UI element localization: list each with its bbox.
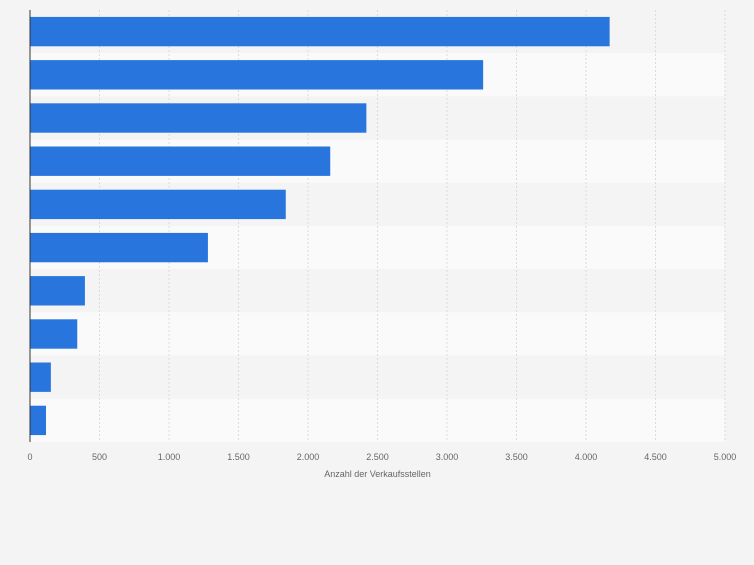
bar (30, 406, 46, 435)
x-tick-label: 5.000 (714, 452, 737, 462)
bar (30, 103, 366, 132)
bar (30, 233, 208, 262)
x-tick-label: 3.000 (436, 452, 459, 462)
chart-container: 0 500 1.000 1.500 2.000 2.500 3.000 3.500 4.000 4… (0, 0, 754, 560)
x-tick-label: 1.000 (158, 452, 181, 462)
bar (30, 276, 85, 305)
x-tick-label: 2.000 (297, 452, 320, 462)
x-tick-label: 1.500 (227, 452, 250, 462)
x-tick-label: 3.500 (505, 452, 528, 462)
bar (30, 60, 483, 89)
bar (30, 190, 286, 219)
x-axis-label: Anzahl der Verkaufsstellen (324, 469, 431, 479)
x-axis-ticks: 0 500 1.000 1.500 2.000 2.500 3.000 3.500 4.000 4… (27, 452, 736, 462)
bar (30, 363, 51, 392)
bar-chart: 0 500 1.000 1.500 2.000 2.500 3.000 3.500 4.000 4… (0, 0, 754, 560)
bar (30, 17, 610, 46)
x-tick-label: 2.500 (366, 452, 389, 462)
bar (30, 147, 330, 176)
x-tick-label: 4.500 (644, 452, 667, 462)
x-tick-label: 0 (27, 452, 32, 462)
x-tick-label: 4.000 (575, 452, 598, 462)
x-tick-label: 500 (92, 452, 107, 462)
bar (30, 319, 77, 348)
